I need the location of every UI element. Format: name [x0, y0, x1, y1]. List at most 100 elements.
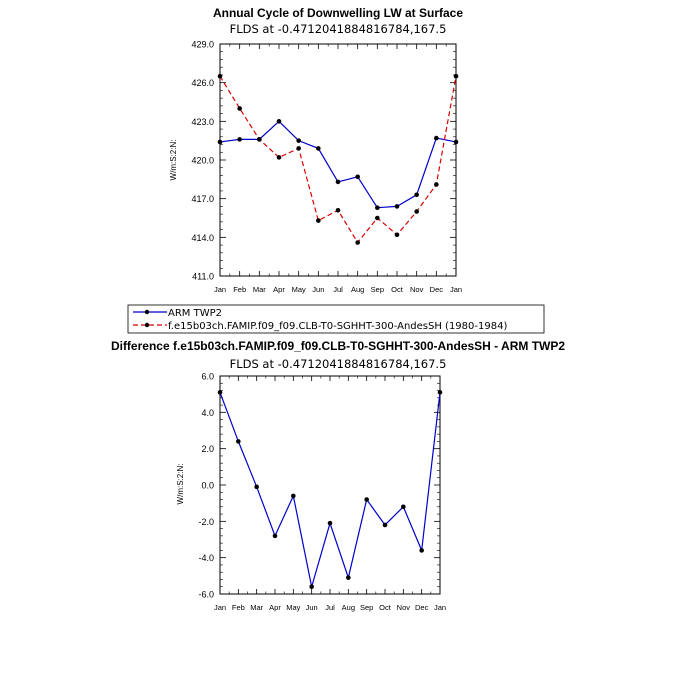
chart1-point: [217, 139, 223, 145]
chart2-xtick-label: Jan: [434, 603, 446, 612]
chart1-axes: Jan Feb Mar Apr May Jun Jul Aug Sep Oct Nov Dec Jan4…: [191, 40, 462, 295]
chart1-ytick-label: 426.0: [191, 78, 214, 88]
chart2-xtick-label: Jul: [325, 603, 335, 612]
chart2-point: [437, 390, 443, 395]
chart1-point: [394, 204, 400, 209]
chart1-xtick-label: Aug: [351, 285, 364, 294]
chart1-subtitle: FLDS at -0.4712041884816784,167.5: [230, 22, 447, 36]
chart2-point: [364, 497, 369, 502]
chart2-frame: [219, 375, 441, 595]
chart1-point: [453, 73, 459, 79]
chart2-xtick-label: Nov: [397, 603, 411, 612]
chart1-point: [414, 192, 419, 198]
chart2-xtick-label: Sep: [360, 603, 373, 612]
chart1-point: [296, 138, 301, 143]
chart1-xtick-label: Jul: [333, 285, 343, 294]
chart1-point: [355, 240, 360, 245]
chart2-xtick-label: Aug: [342, 603, 355, 612]
chart2-point: [401, 504, 406, 510]
chart1-point: [434, 182, 439, 187]
chart2-xtick-label: Dec: [415, 603, 429, 612]
chart2-point: [291, 493, 296, 499]
chart2-xtick-label: Mar: [250, 603, 263, 612]
chart2-ytick-label: -2.0: [198, 517, 214, 527]
chart2-series-line-0: [219, 392, 441, 587]
chart1-point: [375, 215, 380, 221]
annual-cycle-chart: Annual Cycle of Downwelling LW at Surfac…: [169, 6, 463, 294]
chart2-point: [309, 584, 314, 590]
chart1-xtick-label: Dec: [430, 285, 444, 294]
chart2-axes: Jan Feb Mar Apr May Jun Jul Aug Sep Oct Nov Dec Jan-…: [198, 372, 446, 613]
chart1-point: [237, 137, 242, 142]
chart2-point: [254, 484, 259, 490]
chart1-point: [335, 179, 341, 185]
chart2-point: [272, 533, 278, 539]
chart1-xtick-label: Jan: [214, 285, 226, 294]
chart2-xtick-label: May: [286, 603, 300, 612]
chart1-xtick-label: Jan: [450, 285, 462, 294]
chart1-xtick-label: Oct: [391, 285, 404, 294]
legend: ARM TWP2 f.e15b03ch.FAMIP.f09_f09.CLB-T0…: [127, 304, 545, 334]
chart1-point: [335, 207, 341, 213]
chart2-title: Difference f.e15b03ch.FAMIP.f09_f09.CLB-…: [111, 339, 565, 353]
chart2-xtick-label: Jun: [306, 603, 318, 612]
chart1-xtick-label: Mar: [253, 285, 266, 294]
chart2-ytick-label: -4.0: [198, 553, 214, 563]
chart2-ytick-label: 6.0: [201, 372, 214, 382]
chart1-point: [316, 146, 321, 151]
chart2-xtick-label: Feb: [232, 603, 245, 612]
chart1-point: [375, 205, 380, 210]
chart1-point: [434, 135, 439, 141]
chart1-point: [276, 155, 282, 160]
difference-chart: Difference f.e15b03ch.FAMIP.f09_f09.CLB-…: [111, 339, 565, 612]
chart1-point: [316, 218, 321, 223]
chart2-subtitle: FLDS at -0.4712041884816784,167.5: [230, 357, 447, 371]
chart2-xtick-label: Oct: [379, 603, 392, 612]
chart2-point: [217, 390, 223, 395]
chart1-ytick-label: 411.0: [192, 272, 214, 282]
chart1-point: [217, 73, 223, 79]
chart2-ytick-label: -6.0: [198, 590, 214, 600]
chart2-point: [346, 575, 351, 580]
chart1-point: [355, 174, 360, 180]
chart1-point: [296, 146, 301, 151]
chart2-ytick-label: 0.0: [201, 481, 214, 491]
chart1-frame: [219, 43, 457, 277]
chart1-title: Annual Cycle of Downwelling LW at Surfac…: [213, 6, 463, 20]
chart2-point: [236, 439, 241, 444]
chart2-ylabel: W/m:S:2:N:: [176, 464, 185, 505]
chart1-point: [237, 106, 242, 111]
legend-marker-model: [144, 322, 150, 328]
chart2-ytick-label: 4.0: [201, 408, 214, 418]
chart1-xtick-label: Feb: [233, 285, 246, 294]
chart2-ytick-label: 2.0: [201, 444, 214, 454]
chart2-xtick-label: Jan: [214, 603, 226, 612]
legend-box: [127, 304, 545, 334]
chart1-ytick-label: 414.0: [191, 233, 214, 243]
chart1-xtick-label: May: [292, 285, 306, 294]
chart1-point: [453, 139, 459, 145]
chart2-point: [382, 522, 388, 528]
chart1-ytick-label: 423.0: [191, 117, 214, 127]
chart1-point: [257, 137, 262, 142]
chart2-xtick-label: Apr: [269, 603, 281, 612]
chart1-point: [394, 232, 400, 238]
chart1-ylabel: W/m:S:2:N:: [169, 140, 178, 181]
chart1-xtick-label: Sep: [371, 285, 384, 294]
chart2-point: [419, 548, 424, 553]
chart1-series: [217, 73, 459, 245]
chart1-ytick-label: 417.0: [191, 194, 214, 204]
chart1-xtick-label: Apr: [273, 285, 285, 294]
chart2-point: [327, 520, 333, 526]
chart1-ytick-label: 420.0: [191, 156, 214, 166]
chart1-point: [414, 209, 419, 214]
legend-marker-arm: [144, 309, 150, 315]
chart2-series: [217, 390, 443, 590]
chart1-xtick-label: Jun: [312, 285, 324, 294]
chart1-series-line-1: [219, 75, 457, 244]
chart1-point: [276, 119, 282, 124]
chart1-xtick-label: Nov: [410, 285, 424, 294]
chart1-ytick-label: 429.0: [191, 40, 214, 50]
legend-label-model: f.e15b03ch.FAMIP.f09_f09.CLB-T0-SGHHT-30…: [168, 321, 507, 332]
